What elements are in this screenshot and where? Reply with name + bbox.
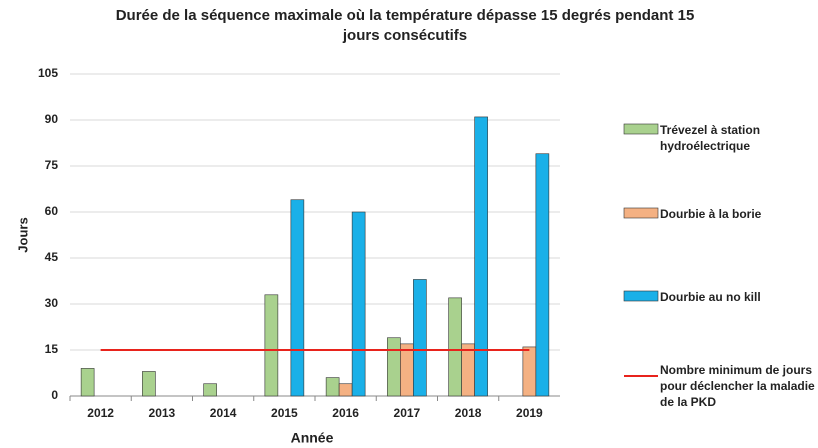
y-tick-label: 15 bbox=[45, 342, 59, 356]
bar bbox=[448, 297, 462, 397]
bar bbox=[351, 211, 366, 397]
x-tick-label: 2013 bbox=[149, 406, 176, 420]
bar bbox=[203, 383, 217, 397]
x-tick-label: 2019 bbox=[516, 406, 543, 420]
y-tick-label: 0 bbox=[51, 388, 58, 402]
x-tick-label: 2015 bbox=[271, 406, 298, 420]
x-tick-label: 2012 bbox=[87, 406, 114, 420]
bar bbox=[338, 383, 353, 397]
legend-swatch bbox=[623, 290, 659, 302]
y-tick-label: 90 bbox=[45, 112, 59, 126]
bar bbox=[461, 343, 475, 397]
bar bbox=[80, 368, 95, 397]
legend-label: Dourbie à la borie bbox=[660, 207, 762, 221]
chart-title: Durée de la séquence maximale où la temp… bbox=[115, 7, 695, 44]
bar bbox=[413, 279, 427, 397]
y-tick-label: 30 bbox=[45, 296, 59, 310]
x-tick-label: 2014 bbox=[210, 406, 237, 420]
y-tick-label: 60 bbox=[45, 204, 59, 218]
legend-label: Dourbie au no kill bbox=[660, 290, 761, 304]
x-tick-label: 2018 bbox=[455, 406, 482, 420]
bar bbox=[142, 371, 156, 397]
x-tick-label: 2016 bbox=[332, 406, 359, 420]
y-tick-label: 45 bbox=[45, 250, 59, 264]
legend-label: Nombre minimum de jours pour déclencher … bbox=[660, 363, 815, 409]
bar bbox=[387, 337, 401, 397]
bar bbox=[325, 377, 340, 397]
bar bbox=[264, 294, 279, 397]
legend-swatch bbox=[623, 207, 659, 219]
x-axis-label: Année bbox=[291, 430, 334, 446]
x-tick-label: 2017 bbox=[394, 406, 421, 420]
legend-label: Trévezel à station hydroélectrique bbox=[660, 123, 761, 153]
bar bbox=[522, 346, 537, 397]
y-tick-label: 75 bbox=[45, 158, 59, 172]
bar bbox=[290, 199, 305, 397]
y-axis-label: Jours bbox=[15, 217, 30, 252]
bar bbox=[474, 116, 488, 397]
y-tick-label: 105 bbox=[38, 66, 58, 80]
legend-swatch bbox=[623, 123, 659, 135]
bar bbox=[400, 343, 414, 397]
bar bbox=[535, 153, 550, 397]
